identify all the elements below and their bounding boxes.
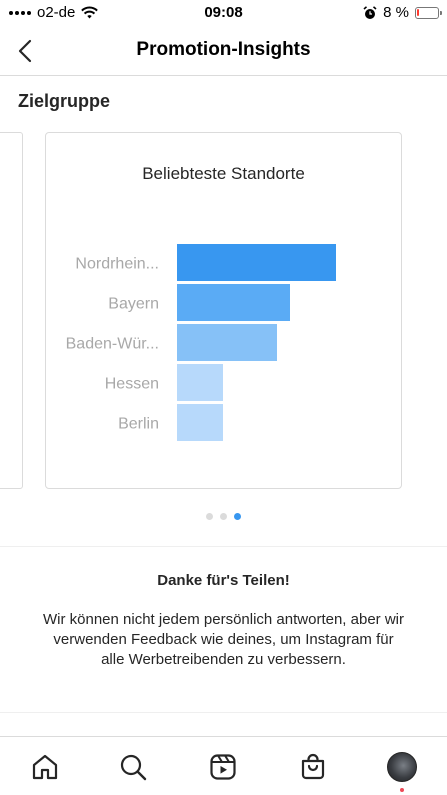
carousel-dot[interactable]	[206, 513, 213, 520]
chart-category-label: Bayern	[108, 296, 159, 313]
chart-category-label: Nordrhein...	[75, 256, 159, 273]
battery-level	[417, 8, 419, 16]
nav-header: Promotion-Insights	[0, 28, 447, 76]
status-bar: o2-de 09:08 8 %	[0, 0, 447, 28]
tab-profile[interactable]	[386, 751, 418, 783]
carousel-card-previous[interactable]	[0, 132, 23, 489]
status-left: o2-de	[9, 4, 99, 21]
carousel-dot[interactable]	[234, 513, 241, 520]
feedback-body: Wir können nicht jedem persönlich antwor…	[42, 611, 404, 668]
back-button[interactable]	[10, 36, 40, 66]
battery-percent: 8 %	[383, 4, 409, 21]
notification-dot	[400, 788, 404, 792]
section-title: Zielgruppe	[18, 91, 111, 111]
tab-reels[interactable]	[207, 751, 239, 783]
chart-bar	[177, 364, 223, 401]
chart-bar	[177, 244, 336, 281]
carrier-label: o2-de	[37, 4, 76, 21]
chart-bar	[177, 284, 290, 321]
search-icon	[120, 754, 147, 781]
chart-category-label: Baden-Wür...	[66, 336, 159, 353]
status-time: 09:08	[204, 4, 243, 21]
chart-category-label: Berlin	[118, 416, 159, 433]
wifi-icon	[81, 6, 99, 19]
tab-shop[interactable]	[297, 751, 329, 783]
tab-bar	[0, 736, 447, 795]
carousel-page-indicator	[0, 513, 447, 520]
status-right: 8 %	[363, 4, 442, 21]
locations-bar-chart: Nordrhein... Bayern Baden-Wür... Hessen Berl…	[66, 244, 336, 441]
signal-icon	[9, 10, 31, 15]
alarm-icon	[363, 5, 377, 19]
chart-title: Beliebteste Standorte	[142, 164, 305, 183]
chart-bar	[177, 404, 223, 441]
divider	[0, 546, 447, 547]
reels-icon	[210, 754, 236, 780]
divider	[0, 712, 447, 713]
battery-icon	[415, 6, 442, 19]
carousel-dot[interactable]	[220, 513, 227, 520]
profile-avatar	[387, 752, 417, 782]
home-icon	[32, 754, 58, 780]
chart-bar	[177, 324, 277, 361]
tab-home[interactable]	[29, 751, 61, 783]
chevron-left-icon	[18, 39, 32, 63]
carousel-card-locations[interactable]: Beliebteste Standorte Nordrhein... Bayern…	[45, 132, 402, 489]
feedback-title: Danke für's Teilen!	[157, 572, 290, 589]
shop-icon	[301, 753, 325, 780]
chart-category-label: Hessen	[105, 376, 159, 393]
page-title: Promotion-Insights	[136, 39, 311, 60]
tab-search[interactable]	[117, 751, 149, 783]
